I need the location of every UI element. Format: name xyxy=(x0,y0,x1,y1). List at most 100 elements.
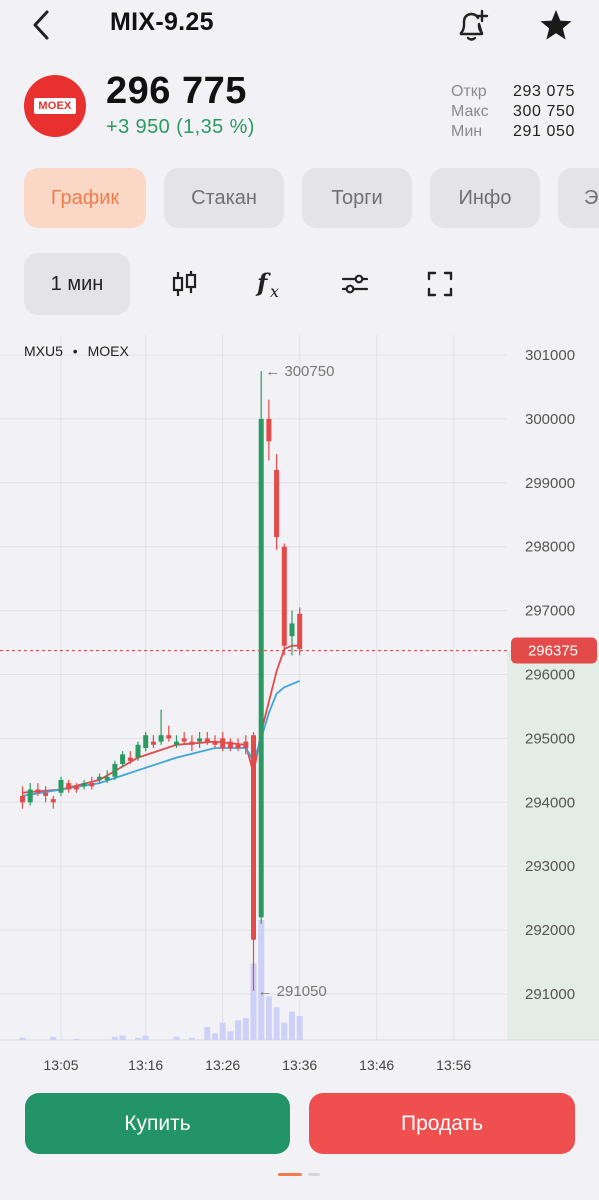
candle-body xyxy=(151,742,156,745)
candle-body xyxy=(274,470,279,537)
candle-body xyxy=(128,758,133,761)
stat-high: Макс 300 750 xyxy=(451,102,575,122)
min-price-label: ← 291050 xyxy=(258,983,327,1000)
candle-body xyxy=(28,790,33,803)
tab-info[interactable]: Инфо xyxy=(430,168,540,228)
candle-body xyxy=(297,614,302,649)
x-tick-label: 13:26 xyxy=(205,1057,240,1073)
volume-bar xyxy=(297,1016,303,1040)
y-tick-label: 300000 xyxy=(525,411,575,428)
candle-body xyxy=(213,742,218,745)
stat-open: Откр 293 075 xyxy=(451,82,575,102)
volume-bar xyxy=(135,1038,141,1040)
y-tick-label: 292000 xyxy=(525,922,575,939)
star-filled-icon[interactable] xyxy=(538,8,574,42)
candle-body xyxy=(243,742,248,748)
candle-body xyxy=(51,799,56,802)
tab-chart[interactable]: График xyxy=(24,168,146,228)
y-tick-label: 295000 xyxy=(525,730,575,747)
candle-body xyxy=(290,623,295,636)
x-tick-label: 13:36 xyxy=(282,1057,317,1073)
section-tabs: График Стакан Торги Инфо Э xyxy=(24,168,599,228)
candle-body xyxy=(66,783,71,789)
volume-bar xyxy=(243,1018,249,1040)
stat-low: Мин 291 050 xyxy=(451,122,575,142)
candle-body xyxy=(197,738,202,741)
candlestick-icon[interactable] xyxy=(160,253,210,315)
stat-value: 291 050 xyxy=(507,122,575,142)
y-tick-label: 294000 xyxy=(525,794,575,811)
volume-bar xyxy=(289,1012,295,1040)
candle-body xyxy=(143,735,148,748)
candle-body xyxy=(174,742,179,745)
exchange-logo: MOEX xyxy=(24,75,86,137)
svg-text:MXU5 • MOEX: MXU5 • MOEX xyxy=(24,343,129,359)
sell-button[interactable]: Продать xyxy=(309,1093,575,1154)
tab-more[interactable]: Э xyxy=(558,168,599,228)
volume-bar xyxy=(143,1036,149,1040)
candle-body xyxy=(166,735,171,738)
candle-body xyxy=(20,796,25,802)
y-tick-label: 293000 xyxy=(525,858,575,875)
page-indicator xyxy=(278,1173,324,1177)
y-tick-label: 297000 xyxy=(525,603,575,620)
candle-body xyxy=(105,777,110,780)
y-tick-label: 291000 xyxy=(525,986,575,1003)
candle-body xyxy=(282,547,287,646)
price-change: +3 950 (1,35 %) xyxy=(106,116,255,139)
stat-value: 300 750 xyxy=(507,102,575,122)
chevron-left-icon[interactable] xyxy=(28,8,58,42)
volume-bar xyxy=(73,1039,79,1040)
volume-bar xyxy=(212,1033,218,1040)
candle-body xyxy=(251,735,256,939)
volume-bar xyxy=(274,1007,280,1040)
max-price-label: ← 300750 xyxy=(265,363,334,380)
y-tick-label: 298000 xyxy=(525,539,575,556)
price-chart[interactable]: 301000 300000 299000 298000 297000 296000 2950… xyxy=(0,335,599,1090)
function-icon[interactable]: f x xyxy=(245,253,295,315)
logo-text: MOEX xyxy=(34,98,75,114)
chart-exchange: MOEX xyxy=(88,343,130,359)
x-tick-label: 13:46 xyxy=(359,1057,394,1073)
candle-body xyxy=(182,738,187,741)
fullscreen-icon[interactable] xyxy=(415,253,465,315)
interval-selector[interactable]: 1 мин xyxy=(24,253,130,315)
stat-label: Мин xyxy=(451,122,507,142)
candle-body xyxy=(159,735,164,741)
volume-bar xyxy=(266,996,272,1040)
candle-body xyxy=(89,783,94,786)
tab-trades[interactable]: Торги xyxy=(302,168,412,228)
volume-bar xyxy=(50,1037,56,1040)
volume-bar xyxy=(235,1020,241,1040)
candle-body xyxy=(74,786,79,789)
x-tick-label: 13:05 xyxy=(43,1057,78,1073)
stat-value: 293 075 xyxy=(507,82,575,102)
candle-body xyxy=(120,754,125,764)
candle-body xyxy=(35,790,40,793)
svg-text:f: f xyxy=(255,268,271,297)
candle-body xyxy=(189,742,194,745)
volume-bar xyxy=(189,1038,195,1040)
volume-bar xyxy=(112,1037,118,1040)
candle-body xyxy=(59,780,64,793)
candle-body xyxy=(43,793,48,796)
x-tick-label: 13:16 xyxy=(128,1057,163,1073)
tab-order-book[interactable]: Стакан xyxy=(164,168,284,228)
last-price: 296 775 xyxy=(106,70,247,113)
page-title: MIX-9.25 xyxy=(110,8,214,37)
candle-body xyxy=(112,764,117,777)
svg-text:x: x xyxy=(270,282,279,301)
volume-bar xyxy=(258,920,264,1040)
settings-sliders-icon[interactable] xyxy=(330,253,380,315)
bell-plus-icon[interactable] xyxy=(455,7,489,43)
chart-symbol: MXU5 xyxy=(24,343,63,359)
candle-body xyxy=(259,419,264,917)
price-range-shade xyxy=(507,651,599,1040)
buy-button[interactable]: Купить xyxy=(25,1093,290,1154)
candle-body xyxy=(236,745,241,748)
volume-bar xyxy=(281,1023,287,1040)
stat-label: Макс xyxy=(451,102,507,122)
y-tick-label: 296000 xyxy=(525,667,575,684)
candle-body xyxy=(220,738,225,748)
volume-bar xyxy=(20,1038,26,1040)
